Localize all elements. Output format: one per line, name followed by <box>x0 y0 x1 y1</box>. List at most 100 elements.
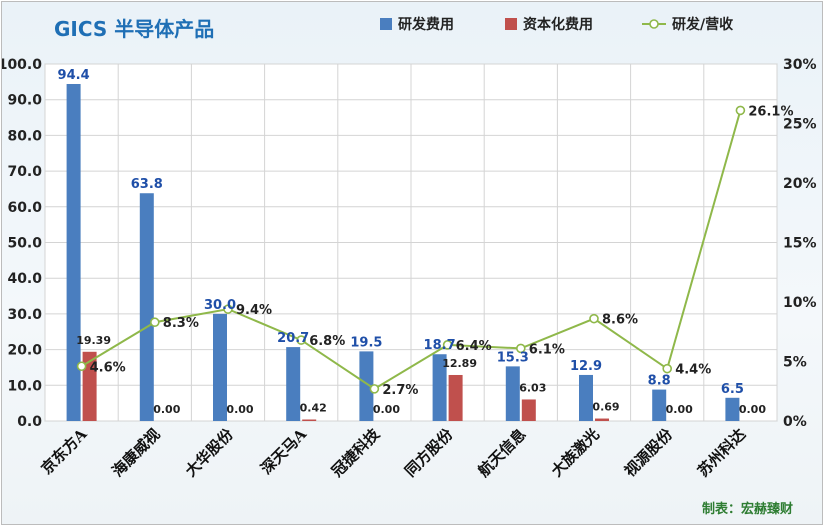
capitalized-bar-1 <box>82 351 97 421</box>
right-axis-tick: 30% <box>783 57 817 73</box>
ratio-point-5 <box>369 384 380 394</box>
capitalized-value-label-4: 0.42 <box>300 402 327 415</box>
capitalized-value-label-7: 6.03 <box>519 381 546 394</box>
ratio-value-label-5: 2.7% <box>382 383 418 398</box>
ratio-point-7 <box>515 343 526 354</box>
rd-bar-7 <box>505 366 520 421</box>
ratio-value-label-6: 6.4% <box>456 339 492 354</box>
capitalized-bar-4 <box>302 419 317 421</box>
capitalized-value-label-6: 12.89 <box>442 357 477 370</box>
legend-label-1: 研发费用 <box>398 16 454 33</box>
axis-ticks: 0.0 10.0 20.0 30.0 40.0 50.0 60.0 70.0 80.0 90.0 1… <box>2 57 817 430</box>
left-axis-tick: 0.0 <box>17 414 42 430</box>
category-label-6: 同方股份 <box>401 424 457 480</box>
legend-swatch-1 <box>380 18 392 30</box>
ratio-value-label-7: 6.1% <box>529 342 565 357</box>
left-axis-tick: 20.0 <box>7 343 42 359</box>
ratio-point-2 <box>150 317 160 328</box>
right-axis-tick: 15% <box>783 236 817 252</box>
category-label-10: 苏州科达 <box>694 425 749 480</box>
rd-bar-5 <box>359 351 374 421</box>
ratio-point-3 <box>223 304 233 314</box>
rd-bar-6 <box>432 354 447 421</box>
category-label-9: 视源股份 <box>621 424 677 480</box>
ratio-point-4 <box>296 335 307 345</box>
ratio-value-label-9: 4.4% <box>675 363 711 378</box>
ratio-value-label-3: 9.4% <box>236 303 272 318</box>
rd-bar-2 <box>139 193 154 421</box>
ratio-point-10 <box>735 105 746 116</box>
right-axis-tick: 20% <box>783 176 817 192</box>
rd-bars <box>66 83 740 421</box>
legend: 研发费用 资本化费用 研发/营收 <box>380 16 734 33</box>
left-axis-tick: 80.0 <box>7 128 42 144</box>
capitalized-value-label-9: 0.00 <box>666 403 693 416</box>
right-axis-tick: 25% <box>783 117 817 133</box>
category-label-8: 大族激光 <box>548 425 603 480</box>
right-axis-tick: 5% <box>783 355 807 371</box>
capitalized-value-label-5: 0.00 <box>373 403 400 416</box>
ratio-point-9 <box>662 363 673 374</box>
ratio-line <box>76 105 746 394</box>
category-label-4: 深天马A <box>257 425 310 478</box>
rd-bar-9 <box>652 389 667 421</box>
ratio-value-label-1: 4.6% <box>90 360 126 375</box>
rd-bar-8 <box>579 374 593 421</box>
left-axis-tick: 50.0 <box>7 236 42 252</box>
capitalized-bars <box>82 351 609 421</box>
rd-value-label-3: 30.0 <box>204 298 236 313</box>
left-axis-tick: 10.0 <box>7 378 42 394</box>
ratio-polyline <box>81 110 742 391</box>
capitalized-value-label-10: 0.00 <box>739 403 766 416</box>
legend-swatch-2 <box>505 18 517 30</box>
rd-value-label-7: 15.3 <box>497 350 529 365</box>
ratio-value-label-8: 8.6% <box>602 313 638 328</box>
credit-text: 制表：宏赫臻财 <box>702 501 793 517</box>
rd-value-label-9: 8.8 <box>648 374 671 389</box>
ratio-point-1 <box>76 361 87 372</box>
rd-bar-3 <box>213 313 227 421</box>
rd-value-label-10: 6.5 <box>721 382 744 397</box>
category-label-2: 海康威视 <box>108 425 163 480</box>
legend-marker-swatch <box>649 19 659 29</box>
category-labels: 京东方A 海康威视 大华股份 深天马A 冠捷科技 同方股份 航天信息 大族激光 视源股份 苏州科达 <box>38 424 750 480</box>
right-axis-tick: 0% <box>783 414 807 430</box>
left-axis-tick: 100.0 <box>2 57 42 73</box>
rd-value-label-4: 20.7 <box>277 331 309 346</box>
capitalized-bar-6 <box>448 374 463 421</box>
rd-bar-1 <box>66 83 81 421</box>
left-axis-tick: 70.0 <box>7 164 42 180</box>
left-axis-tick: 30.0 <box>7 307 42 323</box>
data-labels: 94.4 63.8 30.0 20.7 19.5 18.7 15.3 12.9 8.8 6.5 19… <box>58 68 794 416</box>
rd-value-label-6: 18.7 <box>424 338 456 353</box>
rd-bar-4 <box>286 347 301 421</box>
rd-value-label-8: 12.9 <box>570 359 602 374</box>
rd-value-label-5: 19.5 <box>350 335 382 350</box>
right-axis-tick: 10% <box>783 295 817 311</box>
ratio-point-6 <box>442 340 453 350</box>
capitalized-value-label-1: 19.39 <box>76 334 111 347</box>
ratio-point-8 <box>589 313 599 324</box>
left-axis-tick: 40.0 <box>7 271 42 287</box>
capitalized-value-label-2: 0.00 <box>153 403 180 416</box>
left-axis-tick: 60.0 <box>7 200 42 216</box>
category-label-7: 航天信息 <box>474 425 529 480</box>
category-label-5: 冠捷科技 <box>328 424 384 480</box>
chart-title: GICS 半导体产品 <box>54 17 214 41</box>
ratio-value-label-2: 8.3% <box>163 316 199 331</box>
capitalized-bar-8 <box>595 418 609 421</box>
rd-value-label-2: 63.8 <box>131 177 163 192</box>
ratio-value-label-4: 6.8% <box>309 334 345 349</box>
capitalized-bar-7 <box>521 399 536 421</box>
capitalized-value-label-8: 0.69 <box>592 401 619 414</box>
ratio-value-label-10: 26.1% <box>748 104 793 119</box>
rd-value-label-1: 94.4 <box>58 68 90 83</box>
capitalized-value-label-3: 0.00 <box>226 403 253 416</box>
legend-label-3: 研发/营收 <box>672 16 734 33</box>
rd-bar-10 <box>725 397 740 421</box>
legend-label-2: 资本化费用 <box>523 16 593 33</box>
category-label-1: 京东方A <box>38 425 91 478</box>
left-axis-tick: 90.0 <box>7 93 42 109</box>
